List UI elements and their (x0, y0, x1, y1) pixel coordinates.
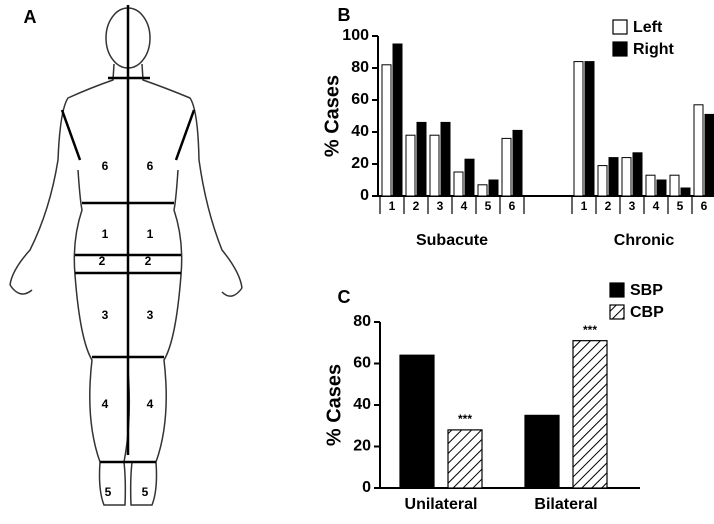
bar (621, 157, 632, 197)
region-label: 1 (147, 227, 154, 241)
panel-label: B (338, 5, 351, 25)
y-tick-label: 100 (342, 27, 369, 44)
x-tick-label: 5 (677, 199, 684, 213)
region-label: 4 (147, 397, 154, 411)
bar (512, 129, 523, 197)
legend-swatch (612, 41, 628, 57)
region-label: 6 (147, 159, 154, 173)
legend-swatch (612, 19, 628, 35)
group-label: Subacute (416, 232, 488, 249)
bar (477, 184, 488, 197)
region-label: 2 (145, 254, 152, 268)
x-tick-label: 6 (701, 199, 708, 213)
panel-label: A (24, 7, 37, 27)
bar (632, 152, 643, 197)
region-label: 2 (99, 254, 106, 268)
x-tick-label: 3 (629, 199, 636, 213)
y-tick-label: 0 (360, 187, 369, 204)
x-tick-label: 2 (413, 199, 420, 213)
bar (416, 121, 427, 197)
x-tick-label: Unilateral (405, 496, 478, 513)
x-tick-label: 6 (509, 199, 516, 213)
x-tick-label: 3 (437, 199, 444, 213)
body-diagram (9, 5, 243, 506)
region-label: 5 (142, 485, 149, 499)
bar (392, 43, 403, 197)
x-tick-label: 4 (653, 199, 660, 213)
x-tick-label: 2 (605, 199, 612, 213)
x-tick-label: 1 (389, 199, 396, 213)
bar (488, 179, 499, 197)
region-label: 1 (102, 227, 109, 241)
bar (573, 61, 584, 197)
group-label: Chronic (614, 232, 675, 249)
bar (453, 171, 464, 197)
y-tick-label: 20 (351, 155, 369, 172)
y-axis-label: % Cases (323, 364, 345, 446)
y-tick-label: 40 (351, 123, 369, 140)
bar (669, 174, 680, 197)
y-tick-label: 40 (353, 396, 371, 413)
y-tick-label: 60 (351, 91, 369, 108)
legend-label: Right (633, 41, 675, 58)
panel-label: C (338, 287, 351, 307)
bar (584, 61, 595, 197)
bar (680, 187, 691, 197)
bar (501, 137, 512, 197)
y-axis-label: % Cases (321, 75, 343, 157)
legend-label: CBP (630, 304, 664, 321)
bar (440, 121, 451, 197)
bar (645, 174, 656, 197)
bar (464, 158, 475, 197)
legend-label: SBP (630, 282, 663, 299)
legend-swatch (609, 304, 625, 320)
significance-label: *** (583, 323, 597, 337)
region-label: 3 (102, 308, 109, 322)
x-tick-label: 4 (461, 199, 468, 213)
hands (9, 284, 243, 297)
y-tick-label: 0 (362, 479, 371, 496)
y-tick-label: 80 (351, 59, 369, 76)
bar (608, 157, 619, 197)
region-label: 3 (147, 308, 154, 322)
region-label: 6 (102, 159, 109, 173)
bar (399, 354, 435, 489)
x-tick-label: 1 (581, 199, 588, 213)
legend-label: Left (633, 19, 663, 36)
bar (381, 64, 392, 197)
y-tick-label: 20 (353, 438, 371, 455)
bar (597, 165, 608, 197)
legend-swatch (609, 282, 625, 298)
bar (656, 179, 667, 197)
bar (429, 134, 440, 197)
bar (704, 113, 714, 197)
region-label: 4 (102, 397, 109, 411)
significance-label: *** (458, 412, 472, 426)
bar (524, 414, 560, 489)
y-tick-label: 60 (353, 355, 371, 372)
bar (693, 104, 704, 197)
bar (405, 134, 416, 197)
region-label: 5 (105, 485, 112, 499)
x-tick-label: Bilateral (534, 496, 597, 513)
bar (447, 429, 483, 489)
bar (572, 340, 608, 489)
torso-arms (9, 63, 243, 289)
y-tick-label: 80 (353, 313, 371, 330)
x-tick-label: 5 (485, 199, 492, 213)
